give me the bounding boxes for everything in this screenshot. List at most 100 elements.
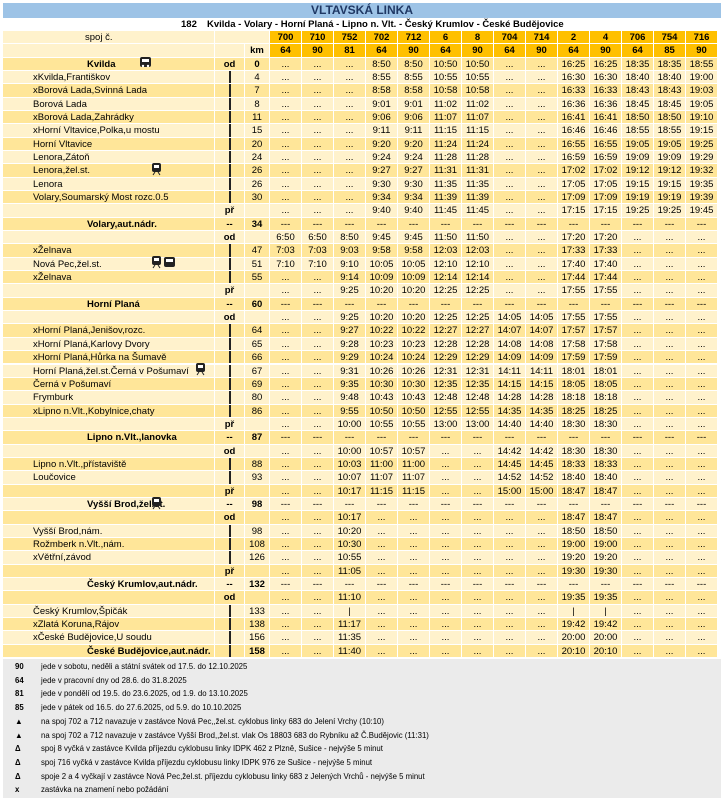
time: --- [334,577,366,592]
time: 10:26 [398,364,430,378]
time: 12:35 [430,377,462,392]
trip-number: 714 [526,31,558,45]
time: 19:42 [590,617,622,632]
time: ... [622,364,654,378]
arrow-line [229,377,231,391]
time: --- [270,577,302,592]
time: ... [366,644,398,658]
time: 18:50 [622,111,654,125]
time: 17:58 [590,337,622,352]
time: 17:33 [590,244,622,258]
time: ... [270,71,302,85]
arrow-line [229,364,231,377]
time: ... [622,337,654,352]
time: 19:15 [654,177,686,192]
time: ... [654,524,686,538]
footnote-text: na spoj 702 a 712 navazuje v zastávce Vy… [41,730,429,740]
km: 138 [245,617,270,632]
arrow-line [229,84,231,97]
time: 17:02 [558,164,590,178]
time: 19:00 [686,71,718,85]
trip-note: 85 [654,44,686,58]
km-blank [245,484,270,498]
footnote-text: spoj 8 vyčká v zastávce Kvilda příjezdu … [41,744,383,754]
time: 18:30 [590,444,622,458]
time: 14:07 [494,324,526,338]
header-blank [215,44,245,58]
time: ... [686,604,718,618]
time: 9:34 [398,191,430,205]
time: --- [334,497,366,512]
od-pr-mark: od [215,511,245,525]
time: 7:03 [302,244,334,258]
time: 10:55 [398,417,430,432]
time: ... [398,604,430,618]
time: 9:27 [334,324,366,338]
time: 19:39 [686,191,718,205]
time: ... [270,164,302,178]
time: 14:40 [526,417,558,432]
time: ... [686,551,718,565]
km: 15 [245,124,270,138]
time: ... [398,644,430,658]
time: 17:44 [558,271,590,285]
arrow-line [229,604,231,617]
time: ... [686,417,718,432]
time: ... [334,191,366,205]
footnote-symbol: 85 [15,703,24,713]
time: 10:55 [334,551,366,565]
time: 13:00 [430,417,462,432]
arrow-line [229,337,231,351]
time: ... [494,644,526,658]
km: 80 [245,391,270,405]
time: ... [526,164,558,178]
footnote-symbol: x [15,785,20,795]
time: --- [302,217,334,232]
time: 11:50 [430,231,462,245]
time: 18:35 [622,57,654,71]
time: ... [686,311,718,325]
stop-name: Vyšší Brod,žel.st. [3,497,215,512]
time: 11:00 [366,457,398,472]
time: ... [302,604,334,618]
stop-name: Horní Vltavice [3,137,215,152]
time: 19:15 [622,177,654,192]
time: 11:07 [462,111,494,125]
time: 10:20 [398,284,430,298]
trip-note: 64 [494,44,526,58]
time: 16:55 [558,137,590,152]
time: --- [398,217,430,232]
time: 18:43 [622,84,654,98]
km-blank [245,444,270,458]
stop-blank [3,484,215,498]
time: 16:46 [558,124,590,138]
time: ... [302,631,334,645]
time: ... [686,564,718,578]
stop-name: xHorní Vltavice,Polka,u mostu [3,124,215,138]
time: --- [398,431,430,445]
time: 12:27 [462,324,494,338]
time: ... [526,551,558,565]
km: 8 [245,97,270,112]
stop-name: xHorní Planá,Karlovy Dvory [3,337,215,352]
time: 19:05 [654,137,686,152]
stop-name: Frymburk [3,391,215,405]
stop-name: xBorová Lada,Zahrádky [3,111,215,125]
time: 10:30 [334,537,366,552]
time: --- [430,577,462,592]
time: ... [686,391,718,405]
time: 10:22 [398,324,430,338]
stop-name: xHorní Planá,Jenišov,rozc. [3,324,215,338]
time: ... [654,244,686,258]
time: 10:20 [366,311,398,325]
footnote-symbol: Δ [15,744,21,754]
direction-line [215,537,245,552]
time: 11:45 [430,204,462,218]
time: ... [526,151,558,165]
time: ... [654,311,686,325]
time: ... [462,564,494,578]
time: ... [622,311,654,325]
time: 12:14 [430,271,462,285]
od-pr-mark: př [215,484,245,498]
time: 9:28 [334,337,366,352]
